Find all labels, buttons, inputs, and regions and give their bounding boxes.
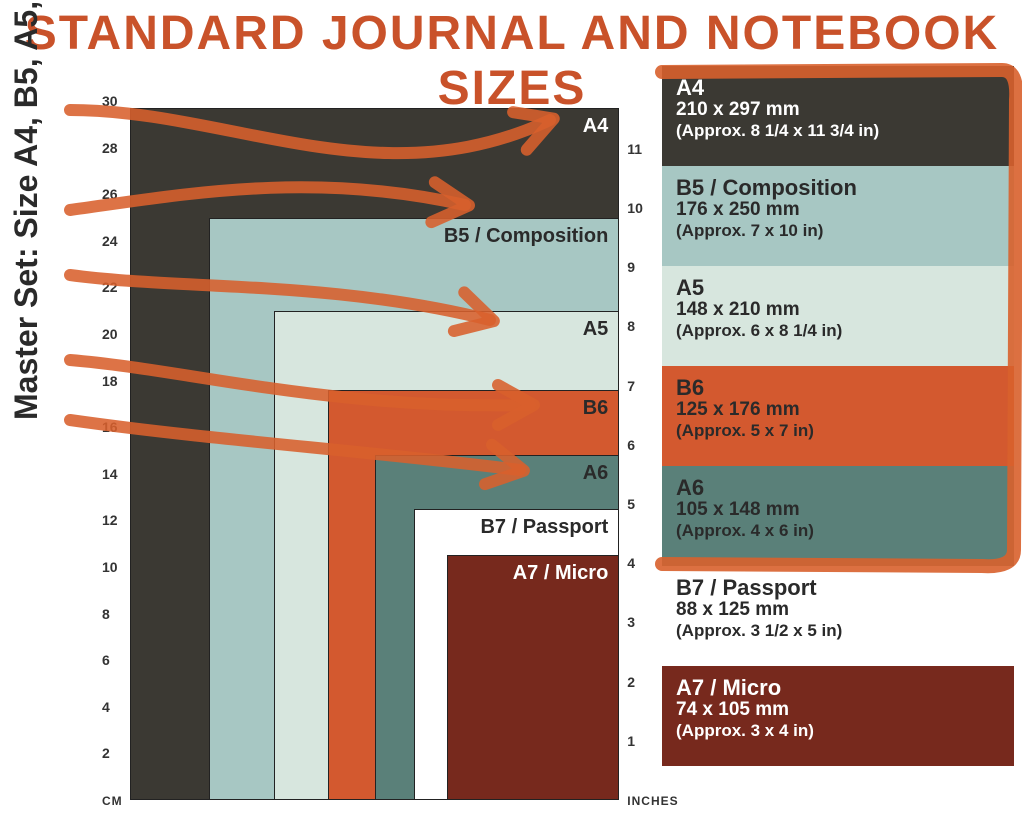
- legend-approx: (Approx. 3 1/2 x 5 in): [676, 621, 1000, 641]
- cm-tick: 4: [102, 699, 110, 715]
- legend-name: B7 / Passport: [676, 576, 1000, 599]
- cm-tick: 18: [102, 373, 118, 389]
- paper-label-b7: B7 / Passport: [480, 516, 608, 539]
- legend-approx: (Approx. 5 x 7 in): [676, 421, 1000, 441]
- legend-name: A7 / Micro: [676, 676, 1000, 699]
- inch-tick: 8: [627, 318, 635, 334]
- legend-name: A6: [676, 476, 1000, 499]
- legend-item-4: A6105 x 148 mm(Approx. 4 x 6 in): [662, 466, 1014, 566]
- legend-dim: 105 x 148 mm: [676, 499, 1000, 521]
- side-label: Master Set: Size A4, B5, A5, B6, & A6: [8, 0, 45, 420]
- paper-label-a6: A6: [583, 462, 609, 485]
- paper-a7: A7 / Micro: [447, 555, 619, 800]
- cm-tick: 22: [102, 279, 118, 295]
- paper-label-a7: A7 / Micro: [513, 562, 609, 585]
- cm-tick: 20: [102, 326, 118, 342]
- inch-tick: 7: [627, 378, 635, 394]
- legend-approx: (Approx. 8 1/4 x 11 3/4 in): [676, 121, 1000, 141]
- legend-item-3: B6125 x 176 mm(Approx. 5 x 7 in): [662, 366, 1014, 466]
- cm-tick: 6: [102, 652, 110, 668]
- paper-label-a5: A5: [583, 318, 609, 341]
- cm-tick: 2: [102, 745, 110, 761]
- inch-unit-label: INCHES: [627, 794, 678, 808]
- inch-tick: 4: [627, 555, 635, 571]
- legend-approx: (Approx. 4 x 6 in): [676, 521, 1000, 541]
- legend-item-0: A4210 x 297 mm(Approx. 8 1/4 x 11 3/4 in…: [662, 66, 1014, 166]
- legend-name: A4: [676, 76, 1000, 99]
- inch-tick: 1: [627, 733, 635, 749]
- legend-dim: 74 x 105 mm: [676, 699, 1000, 721]
- legend-dim: 125 x 176 mm: [676, 399, 1000, 421]
- legend-dim: 148 x 210 mm: [676, 299, 1000, 321]
- legend-item-6: A7 / Micro74 x 105 mm(Approx. 3 x 4 in): [662, 666, 1014, 766]
- legend-item-2: A5148 x 210 mm(Approx. 6 x 8 1/4 in): [662, 266, 1014, 366]
- legend-name: B6: [676, 376, 1000, 399]
- inch-tick: 2: [627, 674, 635, 690]
- paper-label-b6: B6: [583, 397, 609, 420]
- legend-dim: 176 x 250 mm: [676, 199, 1000, 221]
- cm-tick: 8: [102, 606, 110, 622]
- cm-tick: 28: [102, 140, 118, 156]
- cm-tick: 14: [102, 466, 118, 482]
- legend-name: B5 / Composition: [676, 176, 1000, 199]
- size-legend: A4210 x 297 mm(Approx. 8 1/4 x 11 3/4 in…: [662, 66, 1014, 766]
- size-chart: A4 B5 / Composition A5 B6 A6 B7 / Passport A7 …: [130, 70, 630, 800]
- legend-dim: 88 x 125 mm: [676, 599, 1000, 621]
- inch-tick: 11: [627, 141, 642, 157]
- legend-approx: (Approx. 6 x 8 1/4 in): [676, 321, 1000, 341]
- inch-tick: 3: [627, 614, 635, 630]
- inch-tick: 10: [627, 200, 643, 216]
- legend-item-1: B5 / Composition176 x 250 mm(Approx. 7 x…: [662, 166, 1014, 266]
- paper-label-a4: A4: [583, 115, 609, 138]
- legend-approx: (Approx. 7 x 10 in): [676, 221, 1000, 241]
- cm-tick: 30: [102, 93, 118, 109]
- legend-dim: 210 x 297 mm: [676, 99, 1000, 121]
- cm-tick: 10: [102, 559, 118, 575]
- cm-tick: 16: [102, 419, 118, 435]
- inch-tick: 5: [627, 496, 635, 512]
- legend-name: A5: [676, 276, 1000, 299]
- inch-tick: 9: [627, 259, 635, 275]
- cm-tick: 24: [102, 233, 118, 249]
- cm-tick: 12: [102, 512, 118, 528]
- legend-item-5: B7 / Passport88 x 125 mm(Approx. 3 1/2 x…: [662, 566, 1014, 666]
- legend-approx: (Approx. 3 x 4 in): [676, 721, 1000, 741]
- inch-tick: 6: [627, 437, 635, 453]
- paper-label-b5: B5 / Composition: [444, 225, 608, 248]
- cm-tick: 26: [102, 186, 118, 202]
- cm-unit-label: CM: [102, 794, 123, 808]
